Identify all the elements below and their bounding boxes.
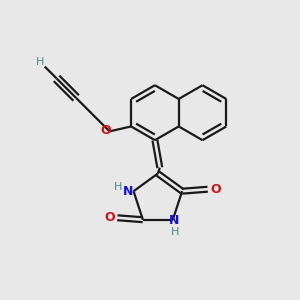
Text: O: O [210,183,221,196]
Text: N: N [122,185,133,198]
Text: H: H [114,182,122,192]
Text: O: O [104,211,115,224]
Text: O: O [100,124,111,137]
Text: N: N [169,214,179,227]
Text: H: H [171,227,179,238]
Text: H: H [36,57,44,67]
